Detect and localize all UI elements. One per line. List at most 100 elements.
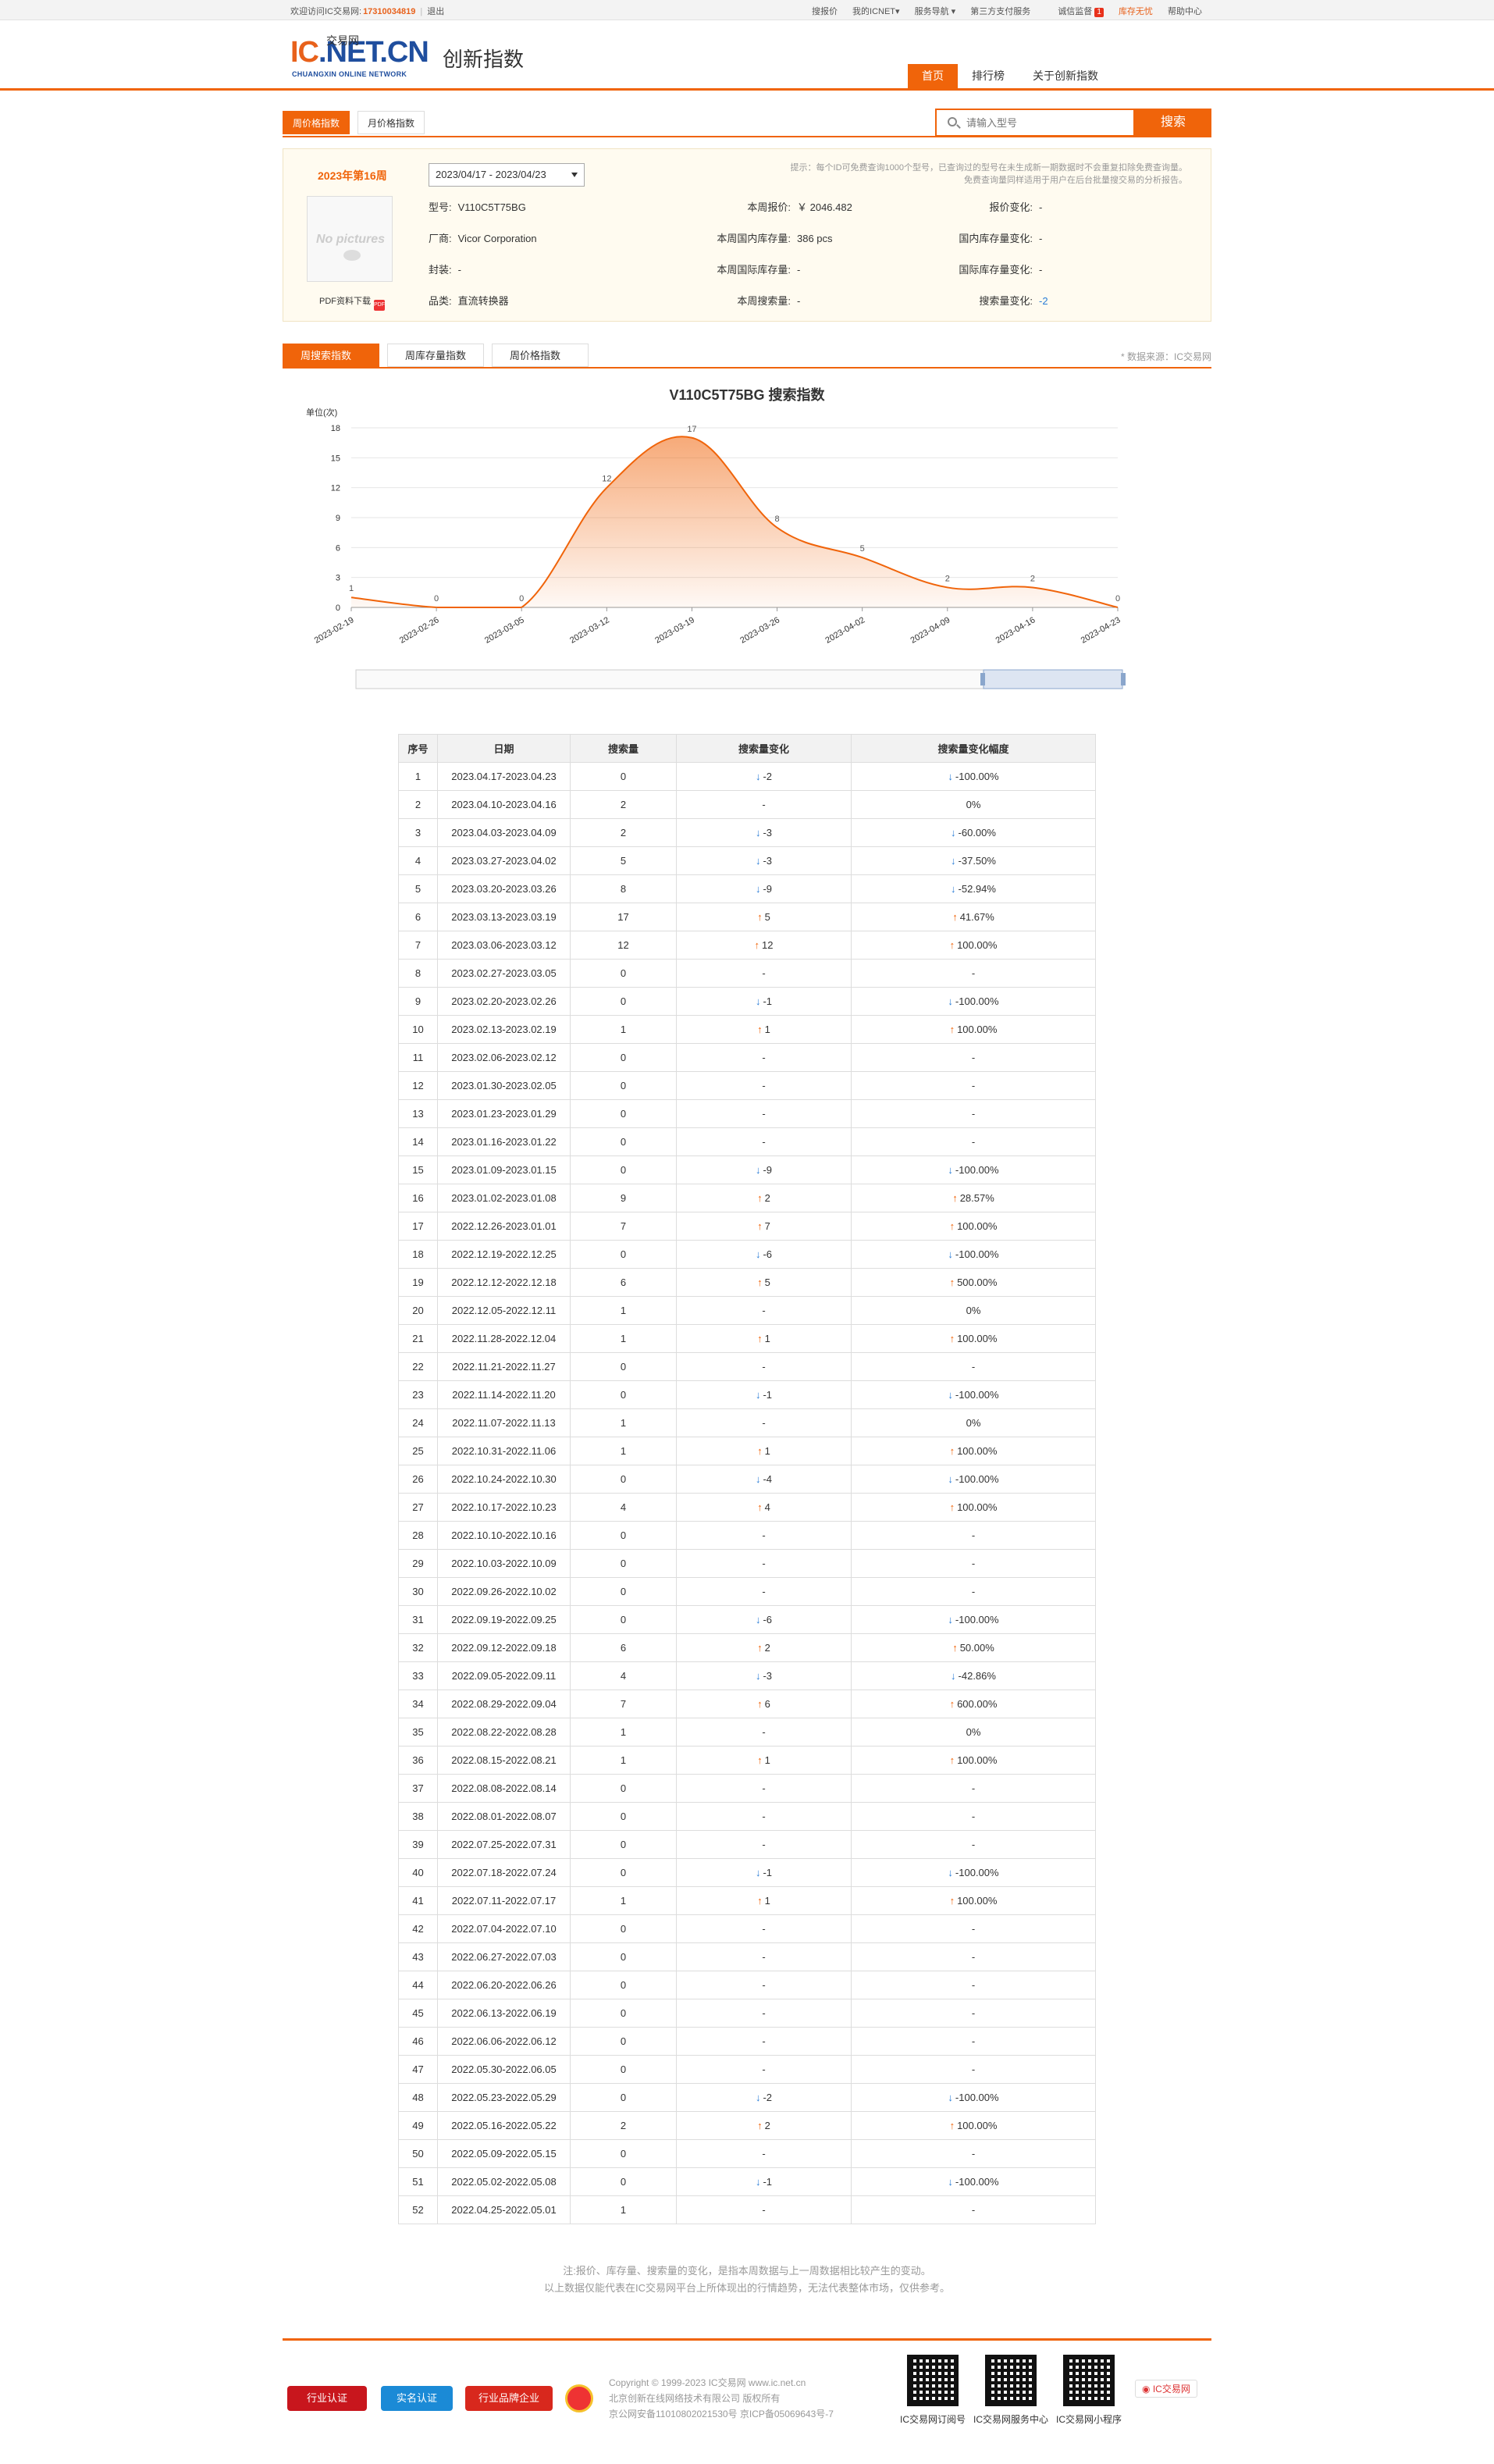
nav-home[interactable]: 首页: [908, 64, 958, 88]
badge-brand-enterprise[interactable]: 行业品牌企业: [465, 2386, 553, 2411]
row-change-rate: ↑ 50.00%: [851, 1633, 1096, 1662]
row-change-rate: -: [851, 1043, 1096, 1072]
cell-value: -100.00%: [955, 1248, 999, 1260]
row-volume: 0: [570, 2139, 677, 2168]
top-link-quote[interactable]: 搜报价: [811, 7, 838, 16]
row-date: 2022.06.27-2022.07.03: [437, 1942, 571, 1971]
tab-weekly-price-index[interactable]: 周价格指数: [492, 344, 589, 367]
row-change: ↓ -3: [676, 846, 852, 875]
field-price-change: 报价变化: -: [989, 201, 1043, 213]
row-change: ↑ 1: [676, 1437, 852, 1465]
row-change-rate: ↑ 500.00%: [851, 1268, 1096, 1297]
cell-value: -: [971, 1108, 976, 1120]
cell-value: -: [762, 1080, 766, 1091]
cell-value: -: [971, 1558, 976, 1569]
arrow-up-icon: ↑: [757, 1445, 763, 1457]
row-change: -: [676, 1296, 852, 1325]
row-change: ↓ -1: [676, 987, 852, 1016]
row-change: -: [676, 959, 852, 988]
row-index: 14: [398, 1127, 438, 1156]
table-row: 2 2023.04.10-2023.04.16 2 - 0%: [398, 790, 1096, 819]
cell-value: -: [762, 1558, 766, 1569]
cell-value: -: [762, 1052, 766, 1063]
date-range-select[interactable]: 2023/04/17 - 2023/04/23: [429, 163, 585, 187]
row-index: 27: [398, 1493, 438, 1522]
cell-value: 7: [764, 1220, 770, 1232]
x-tick-label: 2023-03-05: [483, 615, 526, 646]
top-link-my-icnet[interactable]: 我的ICNET▾: [852, 7, 900, 16]
y-tick-label: 0: [336, 604, 340, 613]
row-volume: 0: [570, 1352, 677, 1381]
top-link-service-nav[interactable]: 服务导航 ▾: [914, 7, 956, 16]
cell-value: 2: [764, 2120, 770, 2131]
row-index: 47: [398, 2055, 438, 2084]
tab-weekly-price[interactable]: 周价格指数: [283, 111, 350, 134]
site-logo[interactable]: IC.NET.CN 交易网 CHUANGXIN ONLINE NETWORK: [290, 34, 429, 78]
cell-value: -2: [763, 771, 773, 782]
badge-realname-cert[interactable]: 实名认证: [381, 2386, 453, 2411]
cell-value: -100.00%: [955, 995, 999, 1007]
row-index: 29: [398, 1549, 438, 1578]
col-header-index: 序号: [398, 734, 438, 763]
search-button[interactable]: 搜索: [1135, 109, 1211, 137]
row-index: 30: [398, 1577, 438, 1606]
cell-value: -: [762, 967, 766, 979]
weibo-link[interactable]: ◉ IC交易网: [1135, 2380, 1197, 2398]
top-link-integrity[interactable]: 诚信监督 1: [1045, 7, 1104, 17]
nav-about[interactable]: 关于创新指数: [1033, 69, 1098, 82]
field-stock-change: 国内库存量变化: -: [959, 233, 1043, 244]
arrow-up-icon: ↑: [949, 939, 955, 951]
badge-industry-cert[interactable]: 行业认证: [287, 2386, 367, 2411]
top-link-payment[interactable]: 第三方支付服务: [970, 7, 1031, 16]
row-date: 2022.11.21-2022.11.27: [437, 1352, 571, 1381]
arrow-up-icon: ↑: [757, 1220, 763, 1232]
row-volume: 0: [570, 1127, 677, 1156]
emblem-icon[interactable]: [565, 2384, 593, 2412]
nav-ranking[interactable]: 排行榜: [972, 69, 1005, 82]
qr-code-icon: [1063, 2355, 1115, 2406]
cell-value: -: [762, 1417, 766, 1429]
row-change: ↓ -2: [676, 762, 852, 791]
qr-code-icon: [907, 2355, 959, 2406]
cell-value: 1: [764, 1445, 770, 1457]
tab-weekly-stock[interactable]: 周库存量指数: [387, 344, 484, 367]
cell-value: -: [762, 2148, 766, 2160]
table-row: 47 2022.05.30-2022.06.05 0 - -: [398, 2055, 1096, 2084]
top-link-stock[interactable]: 库存无忧: [1118, 7, 1153, 16]
site-header: IC.NET.CN 交易网 CHUANGXIN ONLINE NETWORK 创…: [0, 20, 1494, 91]
arrow-up-icon: ↑: [757, 1501, 763, 1513]
field-intl-stock-change: 国际库存量变化: -: [959, 264, 1043, 276]
data-label: 2: [1030, 574, 1035, 583]
tab-monthly-price[interactable]: 月价格指数: [357, 111, 425, 134]
row-change-rate: -: [851, 1774, 1096, 1803]
row-change: -: [676, 2139, 852, 2168]
search-input[interactable]: [966, 113, 1122, 132]
row-index: 43: [398, 1942, 438, 1971]
row-volume: 0: [570, 1858, 677, 1887]
table-row: 17 2022.12.26-2023.01.01 7 ↑ 7 ↑ 100.00%: [398, 1212, 1096, 1241]
row-volume: 2: [570, 790, 677, 819]
chart-title: V110C5T75BG 搜索指数: [669, 387, 825, 403]
row-volume: 4: [570, 1493, 677, 1522]
logout-link[interactable]: 退出: [427, 7, 445, 16]
cell-value: 100.00%: [957, 1333, 998, 1344]
cell-value: 0%: [966, 1417, 981, 1429]
tab-weekly-search[interactable]: 周搜索指数: [283, 344, 379, 367]
row-date: 2022.11.14-2022.11.20: [437, 1380, 571, 1409]
row-volume: 1: [570, 1437, 677, 1465]
data-label: 17: [687, 425, 696, 434]
y-tick-label: 9: [336, 514, 340, 523]
field-package: 封装: -: [429, 264, 461, 276]
arrow-up-icon: ↑: [952, 1642, 958, 1654]
table-row: 50 2022.05.09-2022.05.15 0 - -: [398, 2139, 1096, 2168]
top-link-help[interactable]: 帮助中心: [1168, 7, 1202, 16]
cell-value: 600.00%: [957, 1698, 998, 1710]
row-change-rate: ↑ 100.00%: [851, 1746, 1096, 1775]
cell-value: -: [762, 1136, 766, 1148]
pdf-download-link[interactable]: PDF资料下载 PDF: [319, 294, 385, 311]
row-change: ↑ 12: [676, 931, 852, 960]
row-change: ↑ 4: [676, 1493, 852, 1522]
table-row: 46 2022.06.06-2022.06.12 0 - -: [398, 2027, 1096, 2056]
user-phone[interactable]: 17310034819: [363, 7, 416, 16]
cell-value: 100.00%: [957, 1754, 998, 1766]
